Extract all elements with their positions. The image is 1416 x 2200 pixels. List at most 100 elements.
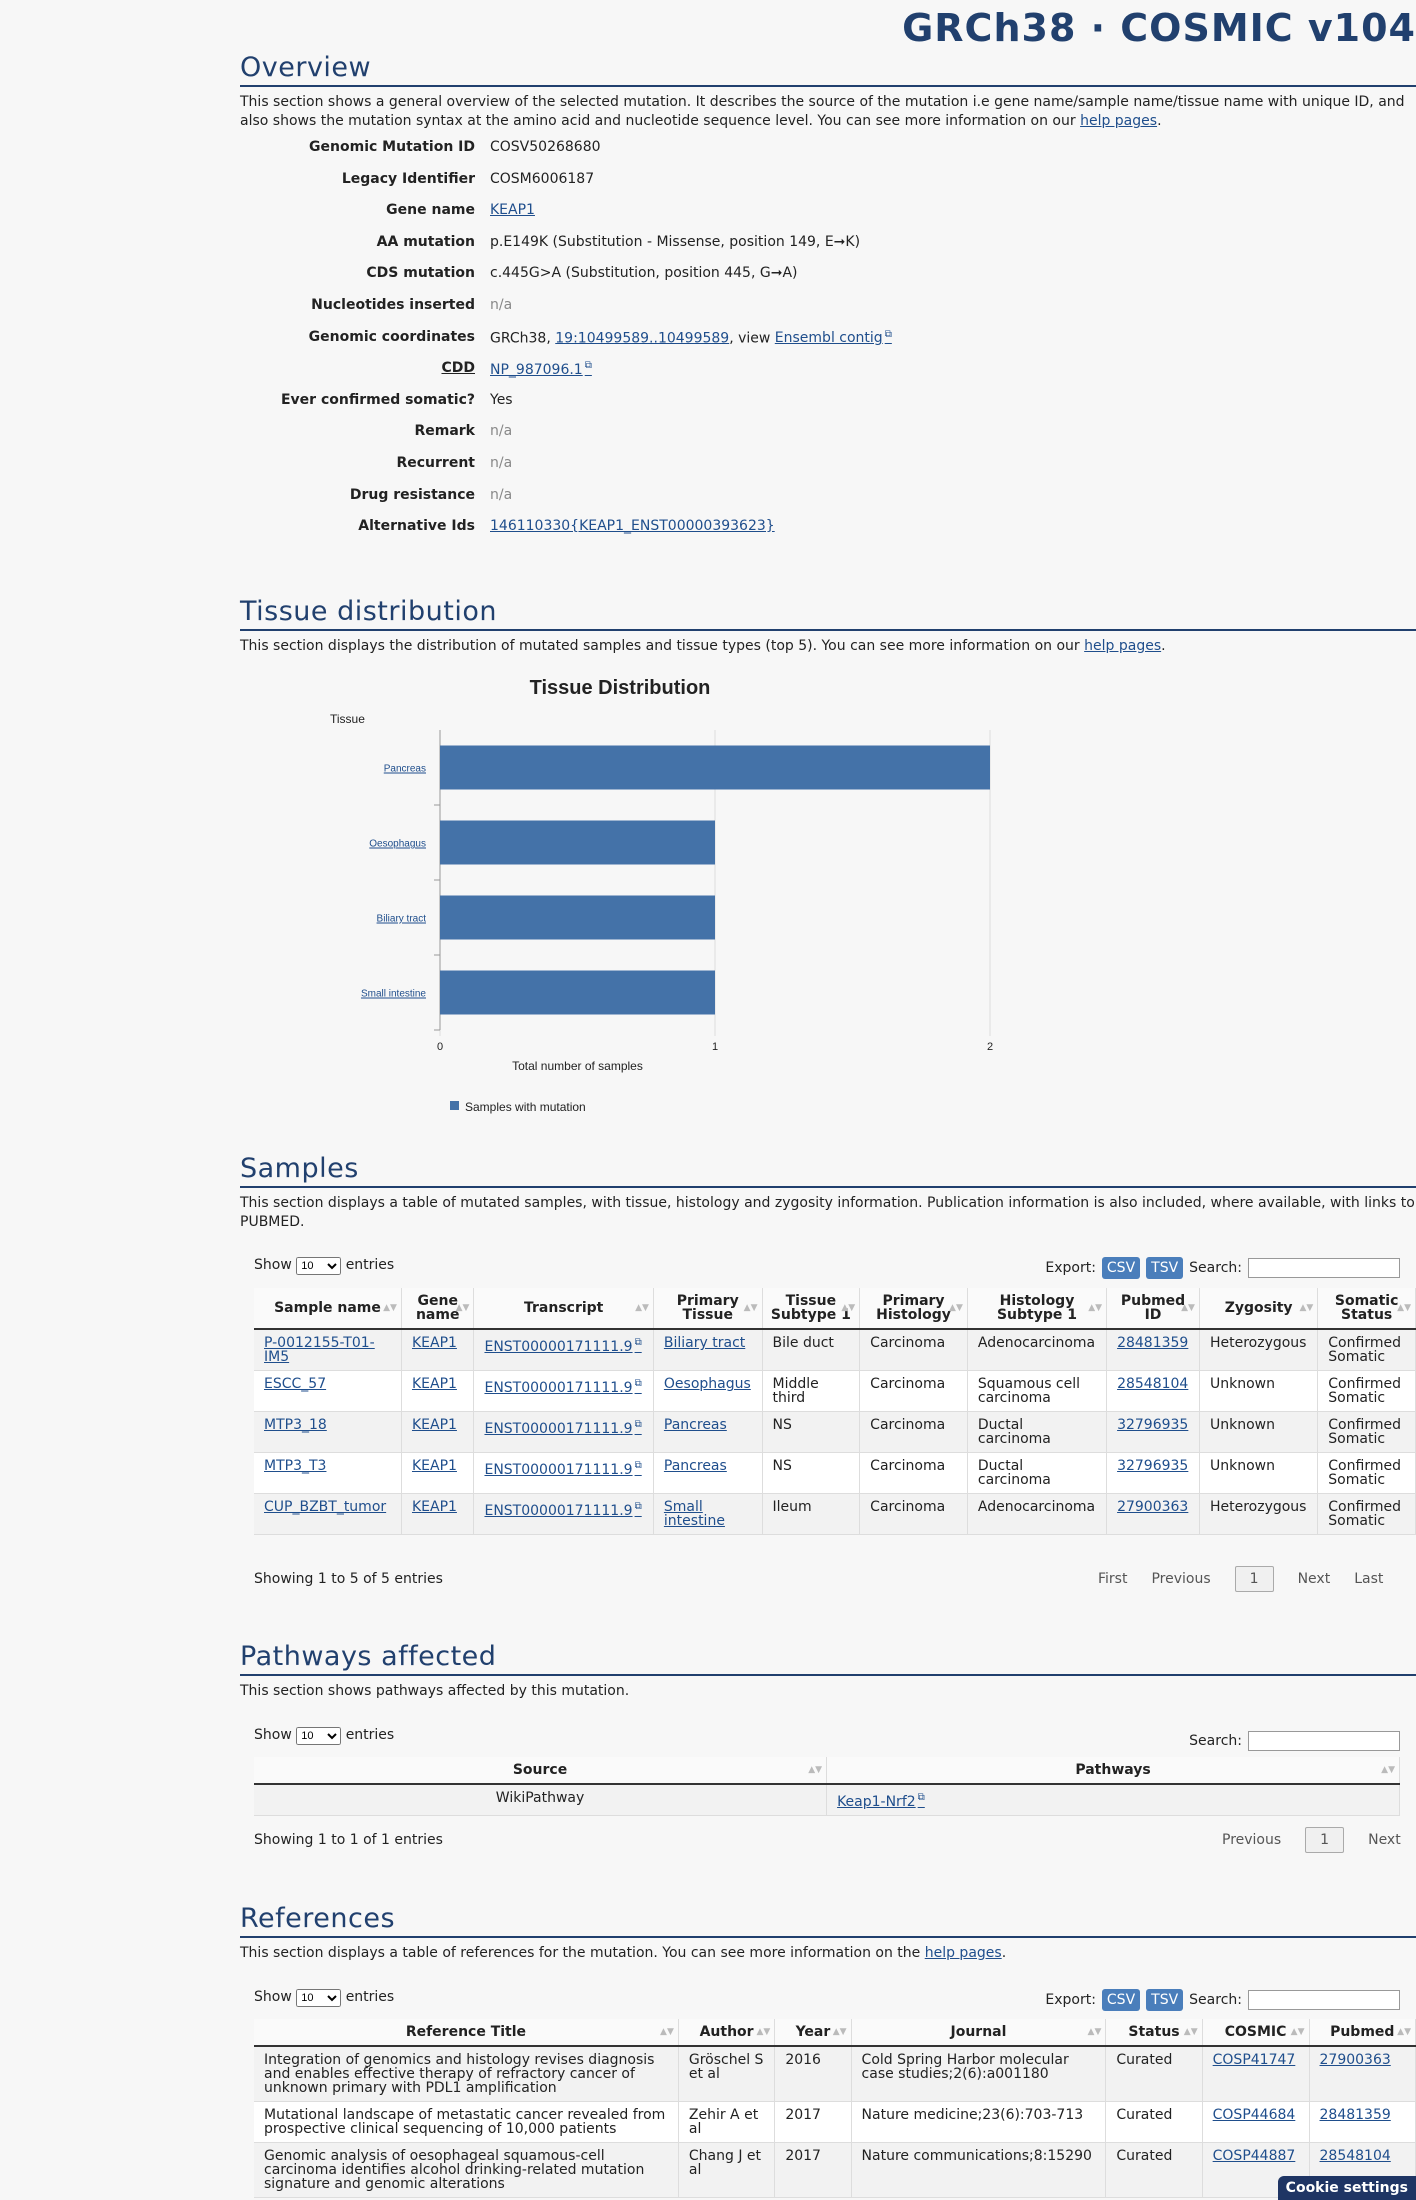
cell-link[interactable]: ESCC_57 xyxy=(264,1376,327,1392)
column-header[interactable]: Histology Subtype 1 ▲▼ xyxy=(967,1288,1108,1330)
samples-search-input[interactable] xyxy=(1248,1258,1400,1278)
cell-link[interactable]: 27900363 xyxy=(1117,1499,1189,1515)
column-header[interactable]: Pubmed ▲▼ xyxy=(1309,2019,1416,2047)
cell-link[interactable]: 32796935 xyxy=(1117,1417,1189,1433)
cell-link[interactable]: P-0012155-T01-IM5 xyxy=(264,1335,375,1365)
cell-link[interactable]: ENST00000171111.9 xyxy=(484,1462,641,1478)
header-row: Sample name ▲▼ Gene name ▲▼ Transcript ▲▼ Prim… xyxy=(254,1288,1416,1330)
overview-value-text: p.E149K (Substitution - Missense, positi… xyxy=(490,233,861,250)
samples-length-select[interactable]: 10 xyxy=(296,1257,342,1275)
category-label-link[interactable]: Pancreas xyxy=(384,764,426,775)
overview-value-link[interactable]: NP_987096.1 xyxy=(490,362,592,378)
cell-link[interactable]: Biliary tract xyxy=(663,1335,746,1351)
cell-link[interactable]: Pancreas xyxy=(663,1417,727,1433)
cell-link[interactable]: ENST00000171111.9 xyxy=(484,1339,641,1355)
sort-icon: ▲▼ xyxy=(455,1303,470,1313)
column-header[interactable]: Zygosity ▲▼ xyxy=(1199,1288,1319,1330)
column-header[interactable]: Transcript ▲▼ xyxy=(473,1288,654,1330)
coordinates-link[interactable]: 19:10499589..10499589 xyxy=(555,330,730,347)
cell-link[interactable]: COSP41747 xyxy=(1212,2052,1296,2068)
column-header[interactable]: Primary Histology ▲▼ xyxy=(859,1288,968,1330)
column-header[interactable]: Source ▲▼ xyxy=(254,1757,828,1785)
cell-link[interactable]: 28548104 xyxy=(1319,2148,1391,2164)
cookie-settings-button[interactable]: Cookie settings xyxy=(1277,2176,1416,2200)
pathways-length-select[interactable]: 10 xyxy=(296,1727,342,1745)
tsv-button[interactable]: TSV xyxy=(1146,1257,1184,1279)
overview-label: Legacy Identifier xyxy=(341,170,475,187)
cell-link[interactable]: ENST00000171111.9 xyxy=(484,1421,641,1437)
cell-link[interactable]: ENST00000171111.9 xyxy=(484,1380,641,1396)
csv-button[interactable]: CSV xyxy=(1101,1989,1141,2011)
cell-link[interactable]: 27900363 xyxy=(1319,2052,1391,2068)
table-cell: 2017 xyxy=(774,2101,852,2143)
cell-link[interactable]: COSP44887 xyxy=(1212,2148,1296,2164)
next-page-button[interactable]: Next xyxy=(1297,1571,1331,1587)
cell-link[interactable]: Oesophagus xyxy=(663,1376,751,1392)
previous-page-button[interactable]: Previous xyxy=(1151,1571,1211,1587)
cell-link[interactable]: Small intestine xyxy=(663,1499,725,1529)
column-header[interactable]: Reference Title ▲▼ xyxy=(254,2019,679,2047)
column-header[interactable]: Gene name ▲▼ xyxy=(401,1288,475,1330)
tsv-button[interactable]: TSV xyxy=(1146,1989,1184,2011)
cell-link[interactable]: 28481359 xyxy=(1319,2107,1391,2123)
column-header[interactable]: Year ▲▼ xyxy=(774,2019,852,2047)
cell-link[interactable]: MTP3_18 xyxy=(264,1417,327,1433)
column-header[interactable]: Sample name ▲▼ xyxy=(254,1288,402,1330)
last-page-button[interactable]: Last xyxy=(1354,1571,1384,1587)
overview-value-link[interactable]: KEAP1 xyxy=(490,202,535,219)
column-header[interactable]: COSMIC ▲▼ xyxy=(1202,2019,1310,2047)
cell-link[interactable]: 28548104 xyxy=(1117,1376,1189,1392)
previous-page-button[interactable]: Previous xyxy=(1222,1832,1282,1848)
bar xyxy=(440,745,990,790)
current-page-button[interactable]: 1 xyxy=(1305,1827,1345,1853)
cell-link[interactable]: Keap1-Nrf2 xyxy=(837,1794,925,1810)
help-pages-link[interactable]: help pages xyxy=(1080,113,1158,129)
table-cell: COSP44887 xyxy=(1202,2142,1310,2198)
column-header[interactable]: Author ▲▼ xyxy=(678,2019,776,2047)
cell-link[interactable]: MTP3_T3 xyxy=(264,1458,327,1474)
help-pages-link[interactable]: help pages xyxy=(1084,638,1162,654)
category-label-link[interactable]: Oesophagus xyxy=(369,839,426,850)
ensembl-contig-link[interactable]: Ensembl contig xyxy=(775,330,892,346)
column-header[interactable]: Status ▲▼ xyxy=(1105,2019,1203,2047)
cell-link[interactable]: COSP44684 xyxy=(1212,2107,1296,2123)
column-header[interactable]: Pathways ▲▼ xyxy=(826,1757,1400,1785)
cell-link[interactable]: KEAP1 xyxy=(411,1417,457,1433)
column-header[interactable]: Journal ▲▼ xyxy=(851,2019,1107,2047)
cell-link[interactable]: KEAP1 xyxy=(411,1499,457,1515)
column-header[interactable]: Somatic Status ▲▼ xyxy=(1317,1288,1416,1330)
category-label-link[interactable]: Biliary tract xyxy=(377,914,427,925)
column-header[interactable]: Pubmed ID ▲▼ xyxy=(1106,1288,1200,1330)
cell-link[interactable]: ENST00000171111.9 xyxy=(484,1503,641,1519)
cell-link[interactable]: KEAP1 xyxy=(411,1335,457,1351)
overview-value-text: n/a xyxy=(490,486,513,503)
cell-link[interactable]: CUP_BZBT_tumor xyxy=(264,1499,387,1515)
current-page-button[interactable]: 1 xyxy=(1234,1566,1274,1592)
references-length-select[interactable]: 10 xyxy=(296,1989,342,2007)
help-pages-link[interactable]: help pages xyxy=(924,1945,1002,1961)
pathways-search-input[interactable] xyxy=(1248,1731,1400,1751)
samples-length-control: Show 10 entries xyxy=(254,1257,394,1275)
cell-link[interactable]: 32796935 xyxy=(1117,1458,1189,1474)
tissue-heading: Tissue distribution xyxy=(240,596,1416,631)
csv-button[interactable]: CSV xyxy=(1101,1257,1141,1279)
table-cell: ENST00000171111.9 xyxy=(473,1452,654,1494)
cell-text: Heterozygous xyxy=(1209,1499,1307,1515)
table-cell: KEAP1 xyxy=(401,1411,475,1453)
cell-link[interactable]: KEAP1 xyxy=(411,1458,457,1474)
table-row: MTP3_T3 KEAP1 ENST00000171111.9 Pancreas NS C… xyxy=(254,1452,1416,1494)
cell-text: 2017 xyxy=(785,2148,821,2164)
first-page-button[interactable]: First xyxy=(1098,1571,1128,1587)
column-header[interactable]: Primary Tissue ▲▼ xyxy=(653,1288,763,1330)
next-page-button[interactable]: Next xyxy=(1368,1832,1401,1848)
overview-label: AA mutation xyxy=(376,233,475,250)
overview-row: CDS mutation c.445G>A (Substitution, posi… xyxy=(240,265,1416,297)
cell-link[interactable]: Pancreas xyxy=(663,1458,727,1474)
overview-row: Ever confirmed somatic? Yes xyxy=(240,392,1416,424)
overview-value-link[interactable]: 146110330{KEAP1_ENST00000393623} xyxy=(490,518,775,535)
category-label-link[interactable]: Small intestine xyxy=(361,989,426,1000)
column-header[interactable]: Tissue Subtype 1 ▲▼ xyxy=(762,1288,861,1330)
references-search-input[interactable] xyxy=(1248,1990,1400,2010)
cell-link[interactable]: KEAP1 xyxy=(411,1376,457,1392)
cell-link[interactable]: 28481359 xyxy=(1117,1335,1189,1351)
